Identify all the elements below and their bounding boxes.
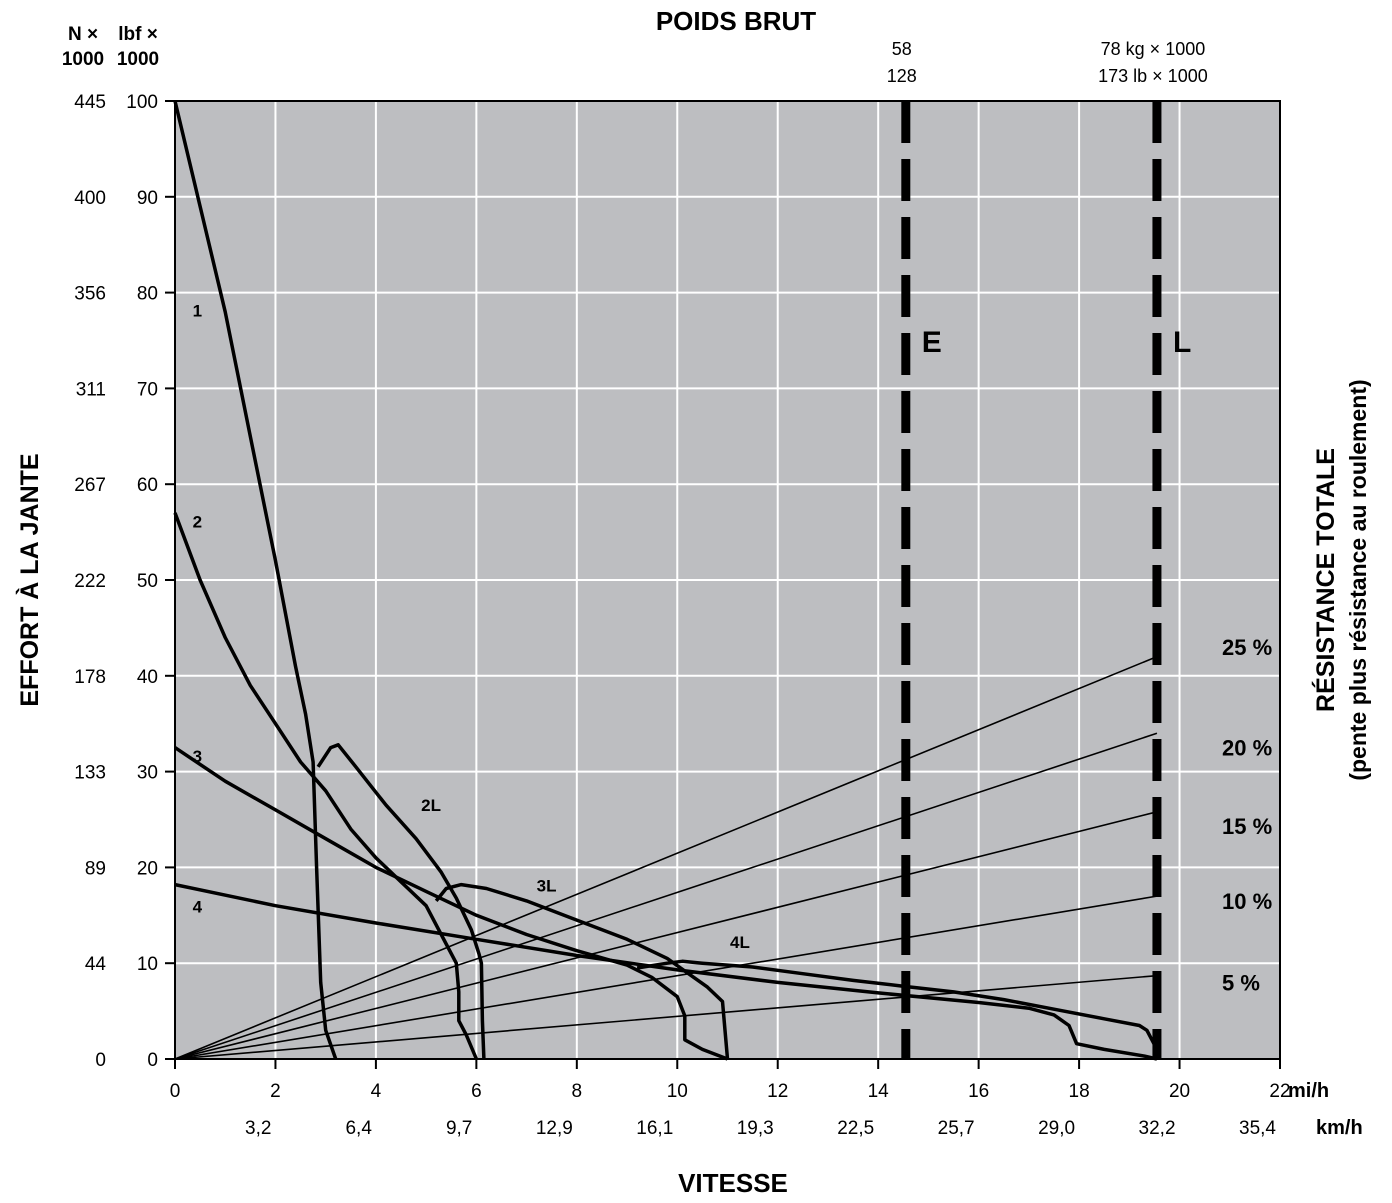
resistance-label: 25 % (1222, 635, 1272, 660)
grid-lines (175, 101, 1280, 1059)
y-tick-label-lbf: 50 (137, 571, 158, 592)
resistance-line (174, 732, 1158, 1060)
chart-title: POIDS BRUT (656, 6, 816, 36)
curve-gear-3 (174, 746, 729, 1061)
y-right-axis-subtitle: (pente plus résistance au roulement) (1345, 379, 1371, 780)
x2-tick-label: 32,2 (1139, 1118, 1176, 1139)
resistance-lines: 25 % 20 % 15 % 10 % 5 % (174, 635, 1272, 1060)
resistance-line (174, 811, 1158, 1060)
x-tick-label: 12 (767, 1081, 788, 1102)
y-axis-title: EFFORT À LA JANTE (15, 453, 44, 706)
y-tick-label-lbf: 90 (137, 188, 158, 209)
weight-marker-label: L (1173, 326, 1191, 359)
x2-tick-label: 29,0 (1038, 1118, 1075, 1139)
curve-label: 1 (193, 302, 202, 321)
y-tick-label-lbf: 80 (137, 284, 158, 305)
curve-gear-2 (173, 512, 479, 1060)
x-tick-label: 4 (371, 1081, 382, 1102)
y-unit-n-line2: 1000 (62, 49, 104, 70)
x-tick-label: 10 (667, 1081, 688, 1102)
y-tick-label-lbf: 30 (137, 763, 158, 784)
y-tick-label-n: 44 (85, 954, 107, 975)
y-tick-label-lbf: 100 (126, 92, 158, 113)
y-tick-label-n: 400 (74, 188, 106, 209)
x2-tick-label: 6,4 (345, 1118, 372, 1139)
x-tick-label: 2 (270, 1081, 281, 1102)
y-tick-label-lbf: 60 (137, 475, 158, 496)
resistance-label: 5 % (1222, 970, 1260, 995)
y-tick-label-lbf: 40 (137, 667, 158, 688)
weight-markers: E 58 128 L 78 kg × 1000 173 lb × 1000 (887, 39, 1208, 1059)
x-tick-label: 14 (868, 1081, 890, 1102)
resistance-line (174, 655, 1158, 1060)
y-tick-label-n: 178 (74, 667, 106, 688)
x2-tick-label: 12,9 (536, 1118, 573, 1139)
weight-marker-value-bottom: 128 (887, 66, 917, 86)
y-tick-label-n: 356 (74, 284, 106, 305)
weight-marker-value-bottom: 173 lb × 1000 (1098, 66, 1208, 86)
x-tick-label: 6 (471, 1081, 482, 1102)
y-right-axis-title: RÉSISTANCE TOTALE (1311, 448, 1340, 712)
resistance-line (174, 974, 1158, 1060)
curve-label: 2 (193, 512, 202, 531)
x-tick-label: 16 (968, 1081, 989, 1102)
y-tick-label-n: 267 (74, 475, 106, 496)
resistance-line (174, 895, 1158, 1060)
x-tick-label: 8 (572, 1081, 583, 1102)
x-tick-label: 0 (170, 1081, 181, 1102)
curve-gear-1 (173, 100, 338, 1060)
curve-label: 3L (537, 876, 557, 895)
y-tick-label-lbf: 20 (137, 858, 158, 879)
curve-gear-4l (636, 959, 1159, 1060)
resistance-label: 20 % (1222, 736, 1272, 761)
x2-tick-label: 16,1 (636, 1118, 673, 1139)
y-unit-n-line1: N × (68, 24, 98, 45)
weight-marker-label: E (922, 326, 942, 359)
curve-label: 4 (193, 897, 203, 916)
y-unit-lbf-line2: 1000 (117, 49, 159, 70)
y-tick-label-n: 222 (74, 571, 106, 592)
x-axis-title: VITESSE (678, 1168, 788, 1198)
x2-tick-label: 35,4 (1239, 1118, 1276, 1139)
x2-tick-label: 3,2 (245, 1118, 271, 1139)
x-tick-label: 22 (1269, 1081, 1290, 1102)
y-tick-label-n: 0 (95, 1050, 106, 1071)
curve-label: 3 (193, 747, 202, 766)
y-tick-label-lbf: 10 (137, 954, 158, 975)
curve-gear-3l (434, 882, 730, 1060)
resistance-label: 15 % (1222, 814, 1272, 839)
curve-gear-4 (174, 882, 1158, 1061)
x2-tick-label: 9,7 (446, 1118, 472, 1139)
y-unit-lbf-line1: lbf × (118, 24, 158, 45)
y-tick-label-n: 445 (74, 92, 106, 113)
y-tick-label-n: 133 (74, 763, 106, 784)
y-tick-label-n: 311 (76, 379, 106, 400)
x2-tick-label: 25,7 (938, 1118, 975, 1139)
x-tick-label: 18 (1069, 1081, 1090, 1102)
x-unit-kmh: km/h (1316, 1117, 1363, 1139)
y-tick-label-lbf: 70 (137, 379, 158, 400)
resistance-label: 10 % (1222, 889, 1272, 914)
curve-label: 2L (421, 796, 441, 815)
x-unit-mph: mi/h (1288, 1080, 1329, 1102)
y-tick-label-n: 89 (85, 858, 106, 879)
y-tick-label-lbf: 0 (147, 1050, 158, 1071)
weight-marker-value-top: 78 kg × 1000 (1101, 39, 1206, 59)
axis-ticks: 0 2 4 6 8 10 12 14 16 18 20 223,2 6,4 9,7 12,9 16,1 19,3… (74, 92, 1290, 1139)
x-tick-label: 20 (1169, 1081, 1190, 1102)
weight-marker-value-top: 58 (892, 39, 912, 59)
x2-tick-label: 19,3 (737, 1118, 774, 1139)
rimpull-curves: 1 2 3 4 2L 3L 4L (173, 100, 1159, 1061)
x2-tick-label: 22,5 (837, 1118, 874, 1139)
curve-label: 4L (730, 933, 750, 952)
curve-gear-2l (316, 743, 486, 1060)
